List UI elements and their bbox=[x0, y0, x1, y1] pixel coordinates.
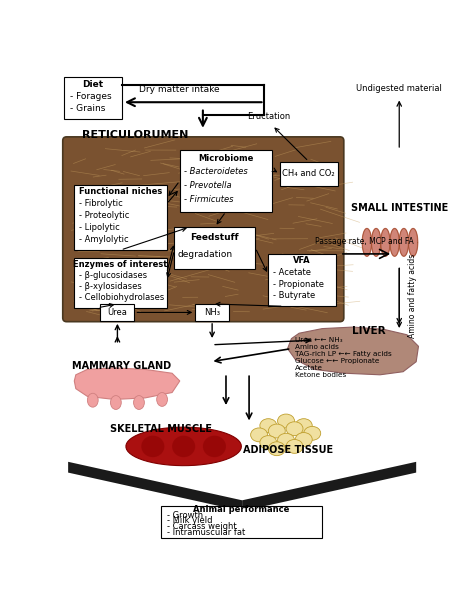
Ellipse shape bbox=[87, 393, 98, 407]
Text: Glucose ←← Propionate: Glucose ←← Propionate bbox=[295, 358, 380, 364]
Polygon shape bbox=[390, 229, 399, 256]
Text: - Milk yield: - Milk yield bbox=[167, 516, 212, 525]
FancyBboxPatch shape bbox=[63, 137, 344, 322]
Text: TAG-rich LP ←← Fatty acids: TAG-rich LP ←← Fatty acids bbox=[295, 351, 392, 357]
Ellipse shape bbox=[295, 419, 312, 432]
Text: Acetate: Acetate bbox=[295, 365, 323, 371]
Text: Diet: Diet bbox=[82, 80, 104, 89]
Polygon shape bbox=[74, 368, 180, 399]
Text: - Bacteroidetes: - Bacteroidetes bbox=[184, 167, 248, 176]
Ellipse shape bbox=[134, 396, 145, 409]
Text: ADIPOSE TISSUE: ADIPOSE TISSUE bbox=[243, 445, 333, 455]
FancyBboxPatch shape bbox=[161, 506, 322, 538]
Text: - Proteolytic: - Proteolytic bbox=[79, 211, 129, 220]
Text: SKELETAL MUSCLE: SKELETAL MUSCLE bbox=[110, 424, 212, 434]
Text: LIVER: LIVER bbox=[352, 326, 385, 336]
Polygon shape bbox=[288, 327, 419, 375]
Text: - Acetate: - Acetate bbox=[273, 268, 311, 277]
Text: Urea ←← NH₃: Urea ←← NH₃ bbox=[295, 337, 343, 343]
Ellipse shape bbox=[251, 428, 267, 442]
Ellipse shape bbox=[157, 393, 167, 406]
Polygon shape bbox=[372, 229, 381, 256]
Text: Animal performance: Animal performance bbox=[193, 505, 290, 514]
Text: - Cellobiohydrolases: - Cellobiohydrolases bbox=[79, 293, 164, 302]
Ellipse shape bbox=[278, 414, 294, 428]
Polygon shape bbox=[126, 427, 241, 466]
Text: Amino and fatty acids: Amino and fatty acids bbox=[408, 254, 417, 339]
Text: Ketone bodies: Ketone bodies bbox=[295, 372, 346, 378]
Text: - Firmicutes: - Firmicutes bbox=[184, 195, 234, 204]
Text: - Butyrate: - Butyrate bbox=[273, 291, 315, 300]
Text: SMALL INTESTINE: SMALL INTESTINE bbox=[351, 202, 448, 213]
Text: Urea: Urea bbox=[108, 308, 128, 317]
Ellipse shape bbox=[260, 435, 277, 449]
Text: NH₃: NH₃ bbox=[204, 308, 220, 317]
Ellipse shape bbox=[286, 440, 303, 454]
Ellipse shape bbox=[172, 435, 195, 457]
Text: - Amylolytic: - Amylolytic bbox=[79, 235, 128, 244]
Text: MAMMARY GLAND: MAMMARY GLAND bbox=[73, 361, 172, 370]
Ellipse shape bbox=[278, 434, 294, 447]
Text: - Lipolytic: - Lipolytic bbox=[79, 223, 119, 232]
Ellipse shape bbox=[260, 419, 277, 432]
Polygon shape bbox=[381, 229, 390, 256]
Text: - Carcass weight: - Carcass weight bbox=[167, 522, 237, 531]
Ellipse shape bbox=[203, 435, 226, 457]
Ellipse shape bbox=[110, 396, 121, 409]
Polygon shape bbox=[68, 462, 242, 511]
Ellipse shape bbox=[268, 442, 285, 455]
Ellipse shape bbox=[295, 432, 312, 446]
FancyBboxPatch shape bbox=[74, 185, 167, 250]
Text: Enzymes of interest: Enzymes of interest bbox=[73, 260, 168, 269]
Ellipse shape bbox=[141, 435, 164, 457]
Ellipse shape bbox=[286, 422, 303, 435]
Text: degradation: degradation bbox=[177, 249, 233, 258]
Text: - Forages: - Forages bbox=[71, 92, 112, 101]
Polygon shape bbox=[399, 229, 409, 256]
Text: - Fibrolytic: - Fibrolytic bbox=[79, 199, 123, 208]
FancyBboxPatch shape bbox=[195, 304, 229, 321]
Ellipse shape bbox=[304, 426, 321, 440]
Polygon shape bbox=[362, 229, 372, 256]
Text: Passage rate, MCP and FA: Passage rate, MCP and FA bbox=[315, 237, 414, 246]
FancyBboxPatch shape bbox=[180, 150, 272, 212]
Text: Undigested material: Undigested material bbox=[356, 84, 442, 93]
Text: - Intramuscular fat: - Intramuscular fat bbox=[167, 528, 245, 537]
Text: CH₄ and CO₂: CH₄ and CO₂ bbox=[283, 170, 335, 178]
Text: - Growth: - Growth bbox=[167, 511, 203, 520]
Text: - Grains: - Grains bbox=[71, 104, 106, 112]
Polygon shape bbox=[409, 229, 418, 256]
FancyBboxPatch shape bbox=[268, 254, 336, 306]
Text: Feedstuff: Feedstuff bbox=[191, 233, 239, 241]
FancyBboxPatch shape bbox=[174, 227, 255, 269]
Text: - Propionate: - Propionate bbox=[273, 280, 324, 289]
Ellipse shape bbox=[268, 424, 285, 438]
Text: Functional niches: Functional niches bbox=[79, 187, 162, 196]
Text: Eructation: Eructation bbox=[246, 112, 290, 121]
Text: Dry matter intake: Dry matter intake bbox=[139, 85, 220, 94]
FancyBboxPatch shape bbox=[100, 304, 134, 321]
Polygon shape bbox=[242, 462, 416, 511]
Text: VFA: VFA bbox=[293, 257, 311, 265]
FancyBboxPatch shape bbox=[74, 258, 167, 308]
Text: Microbiome: Microbiome bbox=[198, 154, 254, 163]
Text: - β-glucosidases: - β-glucosidases bbox=[79, 271, 147, 280]
Text: RETICULORUMEN: RETICULORUMEN bbox=[82, 130, 188, 140]
FancyBboxPatch shape bbox=[64, 77, 122, 119]
Text: - β-xylosidases: - β-xylosidases bbox=[79, 282, 142, 291]
Text: - Prevotella: - Prevotella bbox=[184, 181, 232, 190]
Text: Amino acids: Amino acids bbox=[295, 344, 339, 350]
FancyBboxPatch shape bbox=[280, 162, 337, 186]
